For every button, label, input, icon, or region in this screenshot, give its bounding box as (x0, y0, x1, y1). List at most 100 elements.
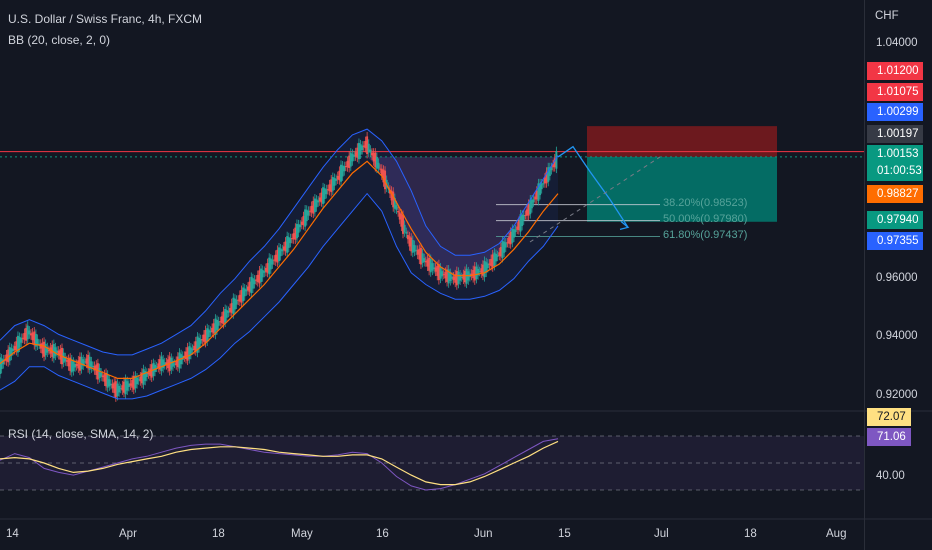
candle-body (516, 226, 519, 230)
candle-body (534, 196, 537, 200)
candle-body (41, 342, 44, 354)
candle-body (530, 199, 533, 209)
price-tag-value: 0.97355 (877, 235, 919, 247)
candle-body (354, 152, 357, 157)
candle-body (524, 214, 527, 216)
candle-body (411, 240, 414, 253)
candle-body (160, 356, 163, 372)
candle-body (330, 179, 333, 193)
candle-body (162, 359, 165, 369)
candle-body (85, 358, 88, 364)
candle-body (470, 273, 473, 276)
candle-body (21, 337, 24, 339)
candle-body (100, 372, 103, 377)
candle-body (473, 266, 476, 281)
candle-body (325, 189, 328, 195)
candle-body (493, 252, 496, 266)
candle-body (43, 341, 46, 357)
candle-body (188, 346, 191, 360)
candle-body (299, 224, 302, 228)
candle-body (36, 338, 39, 346)
candle-body (331, 176, 334, 191)
candle-body (52, 344, 55, 359)
candle-body (127, 383, 130, 388)
rsi-value-tag: 71.06 (867, 428, 911, 446)
candle-body (472, 270, 475, 279)
candle-body (444, 271, 447, 279)
candle-body (274, 254, 277, 262)
candle-body (372, 152, 375, 162)
candle-body (123, 381, 125, 393)
candle-body (145, 372, 148, 377)
candle-body (260, 268, 263, 282)
candle-body (31, 332, 34, 341)
candle-body (212, 323, 215, 334)
candle-body (504, 242, 507, 248)
candle-body (403, 224, 406, 233)
rsi-legend[interactable]: RSI (14, close, SMA, 14, 2) (8, 427, 154, 441)
candle-body (93, 365, 96, 371)
candle-body (462, 274, 465, 280)
x-tick-label: 18 (744, 528, 757, 540)
chart-title: U.S. Dollar / Swiss Franc, 4h, FXCM (8, 12, 203, 26)
candle-body (312, 200, 315, 214)
candle-body (108, 379, 111, 387)
candle-body (400, 213, 403, 227)
candle-body (15, 341, 18, 352)
candle-body (433, 267, 435, 270)
candle-body (139, 376, 142, 382)
candle-body (33, 331, 36, 346)
candle-body (250, 276, 253, 294)
price-tag-value: 1.01200 (877, 65, 919, 77)
candle-body (375, 156, 378, 169)
candle-body (82, 359, 85, 366)
candle-body (304, 209, 307, 227)
candle-body (446, 269, 449, 282)
candle-body (30, 333, 32, 336)
candle-body (542, 183, 545, 185)
candle-body (483, 260, 486, 278)
candle-body (8, 347, 11, 361)
candle-body (47, 350, 50, 352)
candle-body (165, 362, 168, 366)
candle-body (136, 377, 139, 385)
candle-body (109, 383, 112, 386)
candle-body (155, 366, 158, 368)
candle-body (485, 262, 488, 273)
candle-body (83, 361, 86, 363)
candle-body (251, 278, 254, 289)
candle-body (268, 257, 271, 275)
candle-body (39, 343, 42, 349)
candle-body (537, 183, 540, 201)
candle-body (359, 144, 362, 155)
candle-body (18, 336, 21, 348)
candle-body (72, 361, 75, 372)
candle-body (464, 270, 466, 283)
candle-body (204, 330, 207, 344)
price-tag: 1.00299 (867, 103, 923, 121)
candle-body (346, 160, 349, 168)
candle-body (74, 363, 77, 368)
candle-body (459, 274, 462, 281)
x-tick-label: 16 (376, 528, 389, 540)
candle-body (374, 152, 377, 168)
candle-body (511, 228, 514, 243)
candle-body (114, 381, 117, 398)
candle-body (64, 357, 67, 362)
candle-body (366, 136, 369, 154)
candle-body (398, 212, 401, 220)
candle-body (498, 252, 501, 256)
candle-body (450, 276, 453, 279)
candle-body (300, 221, 303, 225)
candle-body (395, 205, 398, 210)
candle-body (144, 371, 147, 381)
candle-body (240, 289, 243, 303)
price-tag-value: 0.98827 (877, 188, 919, 200)
candle-body (335, 178, 338, 181)
candle-body (514, 229, 517, 233)
candle-body (382, 169, 385, 183)
candle-body (103, 374, 106, 382)
indicator-legend[interactable]: BB (20, close, 2, 0) (8, 33, 111, 47)
candle-body (77, 360, 80, 369)
